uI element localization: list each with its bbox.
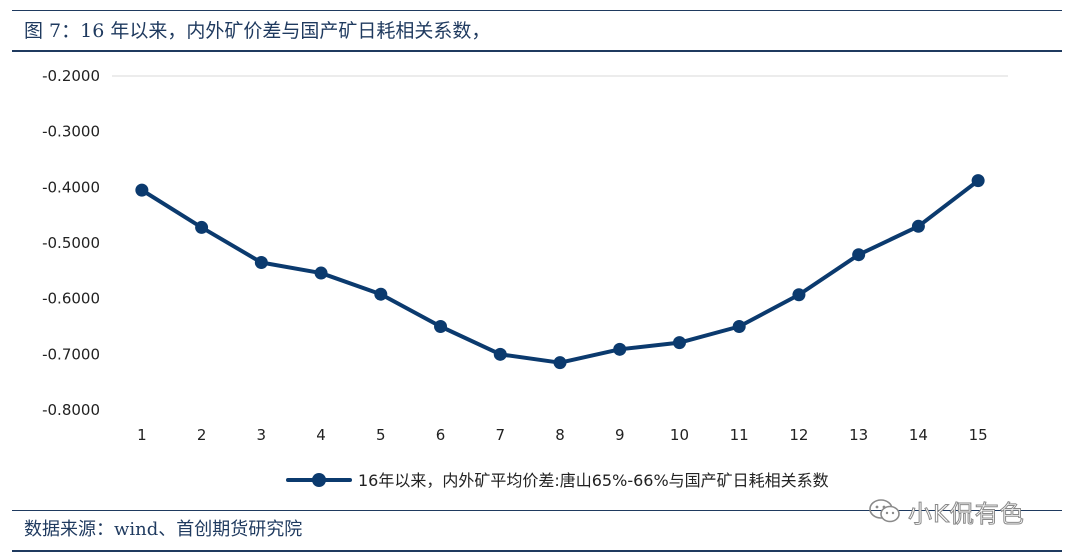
line-chart: -0.2000 -0.3000 -0.4000 -0.5000 -0.6000 -0.70… bbox=[42, 67, 1008, 490]
y-tick-label: -0.6000 bbox=[42, 290, 100, 308]
x-tick-label: 11 bbox=[730, 426, 749, 444]
figure-title: 图 7：16 年以来，内外矿价差与国产矿日耗相关系数， bbox=[24, 20, 491, 42]
data-point bbox=[792, 288, 806, 302]
top-rule bbox=[12, 10, 1062, 11]
title-rule bbox=[12, 50, 1062, 52]
data-source: 数据来源：wind、首创期货研究院 bbox=[24, 519, 303, 540]
data-point bbox=[314, 266, 328, 280]
x-tick-label: 1 bbox=[137, 426, 147, 444]
x-tick-label: 10 bbox=[670, 426, 689, 444]
footer-top-rule bbox=[12, 510, 1062, 511]
x-tick-label: 8 bbox=[555, 426, 565, 444]
y-tick-label: -0.2000 bbox=[42, 67, 100, 85]
data-point bbox=[732, 320, 746, 333]
watermark: 小K侃有色 bbox=[868, 494, 1058, 528]
watermark-text: 小K侃有色 bbox=[908, 499, 1025, 528]
series-line bbox=[139, 178, 981, 365]
data-point bbox=[374, 287, 388, 301]
x-tick-label: 7 bbox=[495, 426, 505, 444]
x-tick-label: 5 bbox=[376, 426, 386, 444]
data-point bbox=[613, 342, 627, 356]
y-tick-label: -0.8000 bbox=[42, 401, 100, 419]
data-point bbox=[672, 336, 686, 350]
y-tick-label: -0.4000 bbox=[42, 178, 100, 196]
x-tick-label: 13 bbox=[849, 426, 868, 444]
x-tick-label: 2 bbox=[197, 426, 207, 444]
x-tick-label: 3 bbox=[257, 426, 267, 444]
data-point bbox=[195, 220, 209, 234]
x-tick-label: 9 bbox=[615, 426, 625, 444]
data-point bbox=[254, 255, 268, 269]
wechat-icon bbox=[869, 499, 900, 523]
data-point bbox=[493, 347, 507, 361]
x-tick-label: 12 bbox=[789, 426, 808, 444]
x-tick-label: 6 bbox=[436, 426, 446, 444]
y-tick-label: -0.5000 bbox=[42, 234, 100, 252]
x-tick-label: 4 bbox=[316, 426, 326, 444]
legend-marker bbox=[312, 473, 326, 487]
legend-label: 16年以来，内外矿平均价差:唐山65%-66%与国产矿日耗相关系数 bbox=[358, 471, 829, 490]
x-tick-label: 15 bbox=[969, 426, 988, 444]
data-point bbox=[911, 219, 925, 233]
data-point bbox=[434, 320, 448, 333]
data-point bbox=[135, 183, 149, 197]
y-tick-label: -0.7000 bbox=[42, 345, 100, 363]
data-point bbox=[852, 248, 866, 262]
y-tick-label: -0.3000 bbox=[42, 123, 100, 141]
data-point bbox=[971, 174, 985, 188]
data-point bbox=[553, 356, 567, 370]
x-tick-label: 14 bbox=[909, 426, 928, 444]
footer-bottom-rule bbox=[12, 550, 1062, 552]
